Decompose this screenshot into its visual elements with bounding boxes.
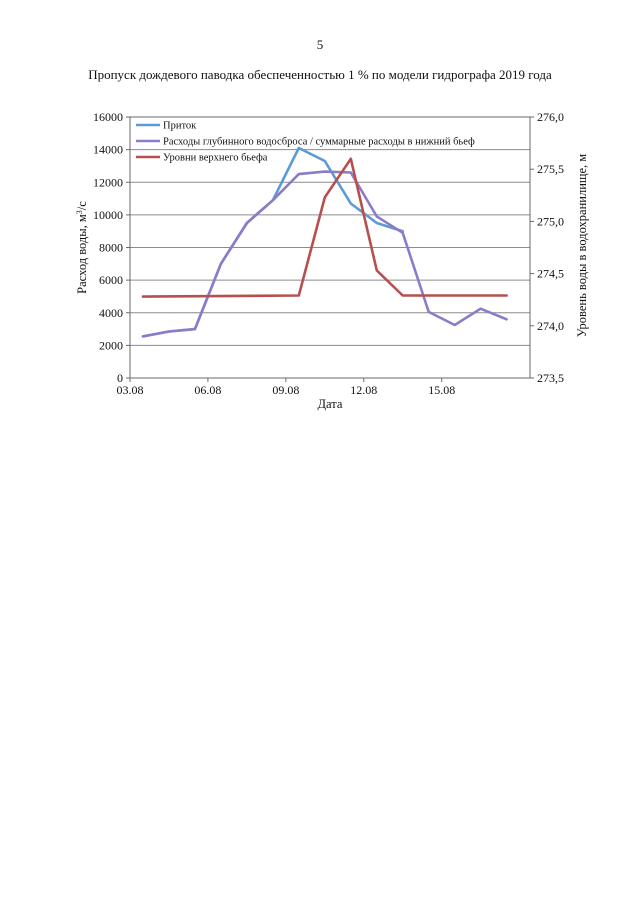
right-tick-label-2: 274,5 bbox=[537, 267, 564, 281]
left-tick-label-10000: 10000 bbox=[93, 208, 123, 222]
left-tick-label-4000: 4000 bbox=[99, 306, 123, 320]
x-axis: 03.08 06.08 09.08 12.08 15.08 bbox=[117, 378, 455, 397]
right-tick-label-0: 273,5 bbox=[537, 371, 564, 385]
left-tick-label-16000: 16000 bbox=[93, 110, 123, 124]
left-axis-title-superscript: 3 bbox=[75, 210, 84, 214]
page-number: 5 bbox=[316, 37, 324, 52]
right-tick-label-4: 275,5 bbox=[537, 162, 564, 176]
right-axis-title: Уровень воды в водохранилище, м bbox=[575, 154, 589, 338]
x-tick-label-0: 03.08 bbox=[117, 383, 144, 397]
legend-label-2: Уровни верхнего бьефа bbox=[163, 153, 268, 164]
series-line-0 bbox=[141, 146, 405, 338]
x-tick-label-2: 09.08 bbox=[272, 383, 299, 397]
series-lines bbox=[141, 146, 508, 338]
x-tick-label-4: 15.08 bbox=[428, 383, 455, 397]
x-tick-label-1: 06.08 bbox=[194, 383, 221, 397]
x-axis-title: Дата bbox=[318, 397, 343, 411]
legend-label-1: Расходы глубинного водосброса / суммарны… bbox=[163, 137, 475, 148]
legend: Приток Расходы глубинного водосброса / су… bbox=[136, 121, 475, 164]
left-tick-label-6000: 6000 bbox=[99, 273, 123, 287]
left-tick-label-8000: 8000 bbox=[99, 241, 123, 255]
left-tick-label-12000: 12000 bbox=[93, 175, 123, 189]
left-y-axis: 0 2000 4000 6000 8000 10000 12000 14000 16000 bbox=[93, 110, 130, 385]
x-tick-label-3: 12.08 bbox=[350, 383, 377, 397]
right-tick-label-1: 274,0 bbox=[537, 319, 564, 333]
left-axis-title-tail: /с bbox=[75, 201, 89, 210]
left-tick-label-14000: 14000 bbox=[93, 143, 123, 157]
left-axis-title: Расход воды, м3/с bbox=[75, 201, 90, 294]
chart-title: Пропуск дождевого паводка обеспеченность… bbox=[88, 67, 552, 82]
legend-label-0: Приток bbox=[163, 121, 197, 132]
series-line-2 bbox=[141, 157, 508, 298]
left-tick-label-0: 0 bbox=[117, 371, 123, 385]
left-tick-label-2000: 2000 bbox=[99, 338, 123, 352]
right-tick-label-5: 276,0 bbox=[537, 110, 564, 124]
gridlines bbox=[130, 149, 530, 346]
right-y-axis: 273,5 274,0 274,5 275,0 275,5 276,0 bbox=[530, 110, 564, 385]
right-tick-label-3: 275,0 bbox=[537, 214, 564, 228]
flood-hydrograph-chart: 0 2000 4000 6000 8000 10000 12000 14000 16000 27… bbox=[75, 110, 590, 411]
left-axis-title-main: Расход воды, м bbox=[75, 214, 89, 294]
series-line-1 bbox=[141, 170, 508, 338]
